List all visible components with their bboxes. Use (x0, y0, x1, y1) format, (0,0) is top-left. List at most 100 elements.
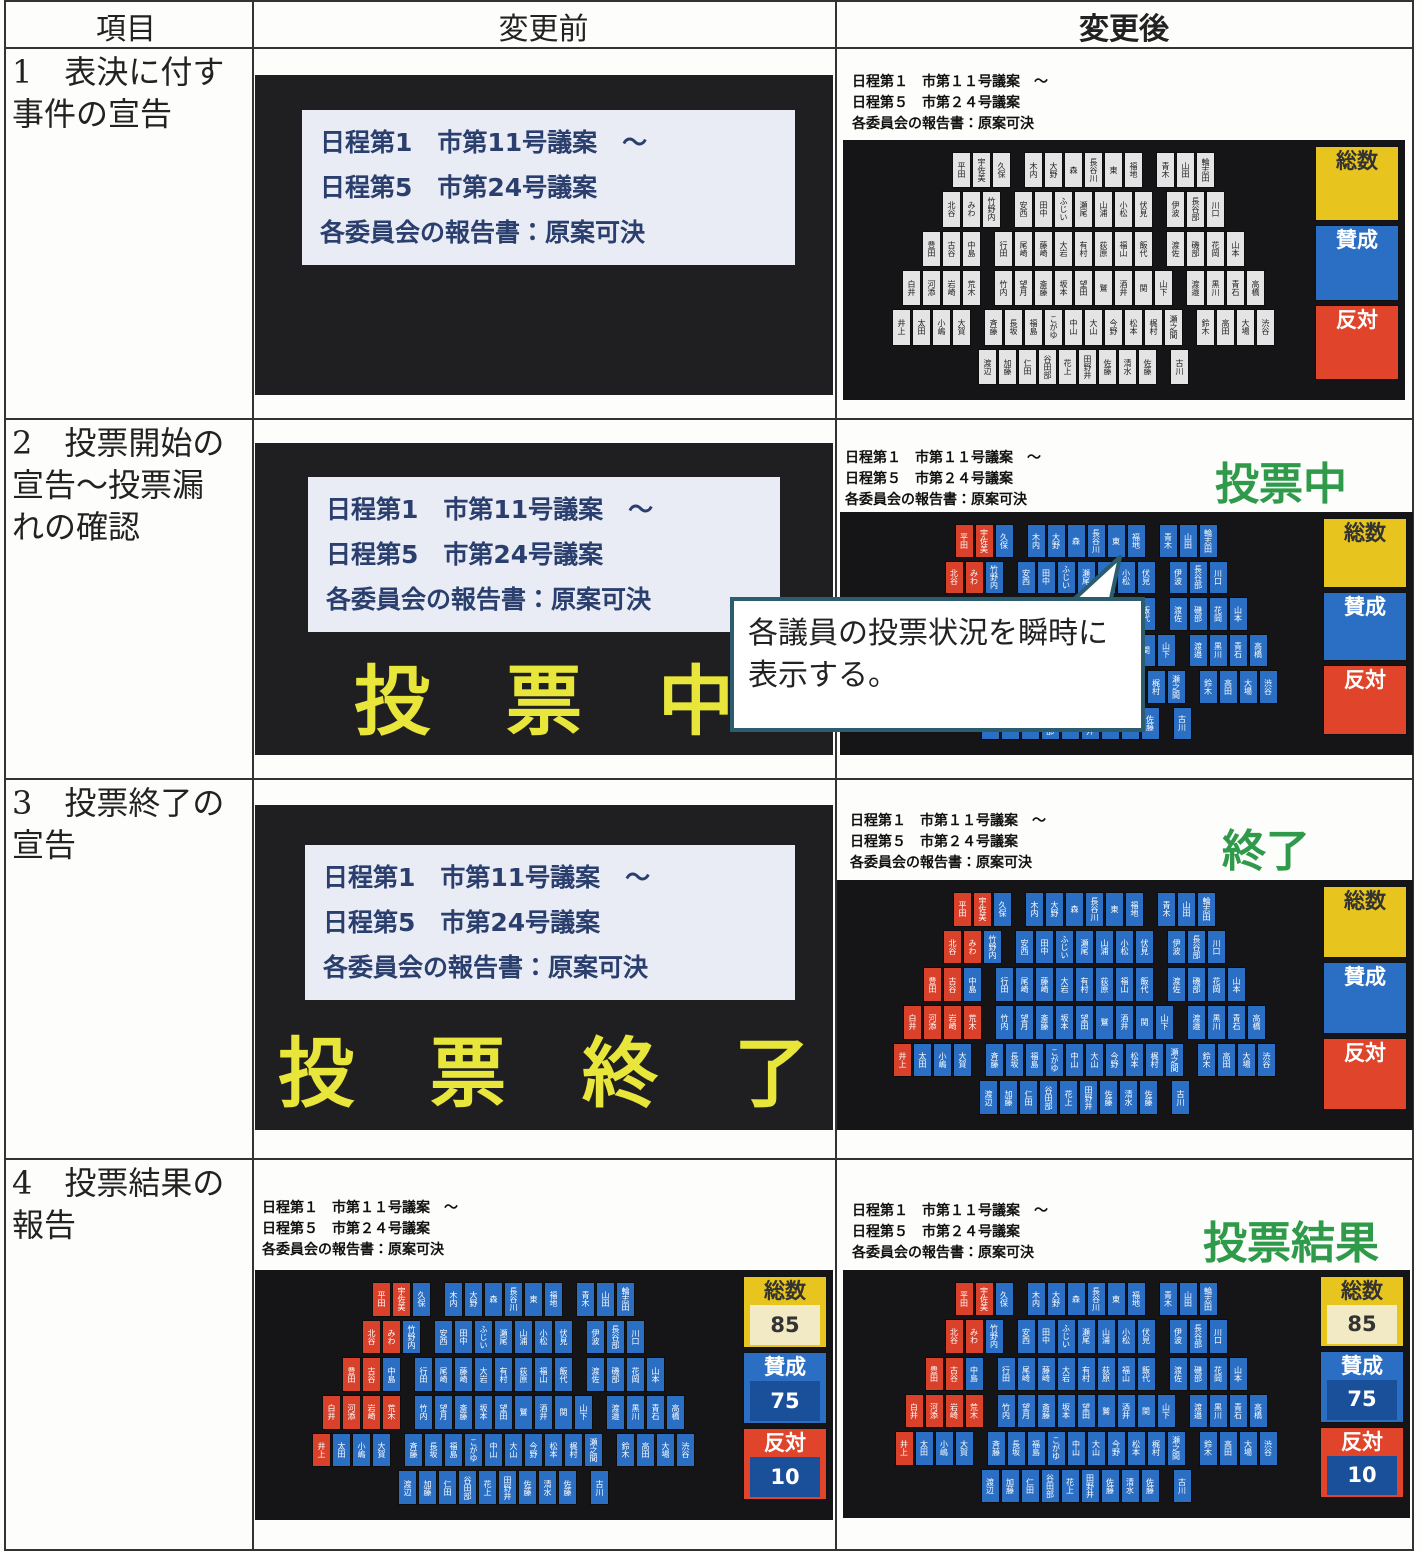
seat: 斉藤 (985, 1042, 1004, 1078)
seat: 大山 (1086, 1431, 1106, 1466)
item-label: 2 投票開始の 宣告～投票漏 れの確認 (12, 422, 224, 548)
seat: 中山 (1065, 1042, 1084, 1078)
total-box: 賛成 75 (1320, 1351, 1404, 1423)
seat: 大野 (1045, 892, 1064, 927)
seat: 山田 (1177, 892, 1196, 927)
seat: 田野井 (1079, 1080, 1098, 1115)
seat: 太田 (913, 1042, 932, 1078)
seat: 宇佐美 (974, 1282, 994, 1317)
seat: 瀬之間 (1165, 1042, 1184, 1078)
seat: 田野井 (498, 1470, 517, 1505)
seat: 川口 (626, 1319, 645, 1355)
agenda-line: 日程第1 市第11号議案 ～ (320, 128, 648, 157)
seat: 豊田 (342, 1357, 361, 1392)
seat: 小嶋 (934, 1431, 954, 1466)
seat: 中島 (964, 1356, 984, 1391)
table-rule (4, 418, 1414, 420)
seat: 青木 (1156, 152, 1175, 189)
seat: 今野 (1104, 309, 1123, 346)
seat: 坂本 (474, 1395, 493, 1430)
vote-status: 終了 (1222, 826, 1310, 877)
seat: 輪志田 (1198, 1282, 1218, 1317)
seat: 鷲 (1096, 1394, 1116, 1429)
seat: 竹内 (996, 1394, 1016, 1429)
seat: 白井 (903, 1005, 922, 1040)
seat: ふじい (474, 1319, 493, 1355)
seat: 豊田 (924, 1356, 944, 1391)
total-label: 賛成 (1316, 226, 1398, 255)
seat: 森 (1066, 1282, 1086, 1317)
seat: 花岡 (626, 1357, 645, 1392)
seat: 望田 (1075, 1005, 1094, 1040)
header-item: 項目 (96, 12, 156, 47)
total-label: 反対 (744, 1429, 826, 1457)
seat: 渡邉 (1188, 633, 1208, 667)
seat: 久保 (993, 892, 1012, 927)
seat: こがゆ (1045, 1042, 1064, 1078)
seat: 磯部 (1186, 230, 1205, 267)
seat: 荒木 (382, 1395, 401, 1430)
seat: 渋谷 (1256, 309, 1275, 346)
seat: 久保 (994, 524, 1014, 558)
seat: 田野井 (1078, 348, 1097, 385)
seat: 白井 (904, 1394, 924, 1429)
seat: 田中 (1034, 191, 1053, 228)
seat: 今野 (1105, 1042, 1124, 1078)
seat: 磯部 (1187, 967, 1206, 1002)
seat: 斎藤 (1036, 1394, 1056, 1429)
seat: 渋谷 (1257, 1042, 1276, 1078)
seat: 大岩 (1056, 1356, 1076, 1391)
seat: 山本 (1226, 230, 1245, 267)
seat: 今野 (524, 1432, 543, 1468)
seat: 田中 (454, 1319, 473, 1355)
seat: 高橋 (1248, 1394, 1268, 1429)
seat: 谷田部 (1040, 1468, 1060, 1503)
seat: 藤崎 (1034, 230, 1053, 267)
agenda-line: 日程第５ 市第２４号議案 (852, 95, 1020, 111)
seat: 渡辺 (980, 1468, 1000, 1503)
seat: 古川 (1172, 1468, 1192, 1503)
seat: 尾崎 (434, 1357, 453, 1392)
seat: 福山 (534, 1357, 553, 1392)
seat: 清水 (1118, 348, 1137, 385)
agenda-box: 日程第1 市第11号議案 ～ 日程第5 市第24号議案 各委員会の報告書：原案可決 (308, 477, 780, 632)
seat: 青木 (1158, 1282, 1178, 1317)
seat: 松本 (1124, 309, 1143, 346)
seat: 荻原 (1095, 967, 1114, 1002)
seat: 竹内 (994, 270, 1013, 307)
seat: ふじい (1056, 1319, 1076, 1354)
table-rule (4, 1158, 1414, 1160)
seat: 渡邉 (606, 1395, 625, 1430)
seat: 岩崎 (943, 1005, 962, 1040)
seat: 渡邉 (1188, 1394, 1208, 1429)
seat: 古川 (1170, 348, 1189, 385)
seat: 瀬尾 (1076, 1319, 1096, 1354)
item-line: 4 投票結果の (12, 1164, 225, 1202)
seat: ふじい (1055, 929, 1074, 965)
seat: 伊波 (586, 1319, 605, 1355)
seat: 大岩 (1054, 230, 1073, 267)
seat: 荒木 (963, 1005, 982, 1040)
seat: 山本 (1228, 597, 1248, 631)
seat: 藤崎 (1036, 1356, 1056, 1391)
seat: 谷田部 (1038, 348, 1057, 385)
seat: 望田 (494, 1395, 513, 1430)
seat: 加藤 (1000, 1468, 1020, 1503)
seat: みわ (964, 560, 984, 594)
seat: 小嶋 (933, 1042, 952, 1078)
item-line: 宣告 (12, 826, 77, 864)
seat: 青木 (1157, 892, 1176, 927)
seat: 長谷川 (1086, 1282, 1106, 1317)
seat: 井上 (894, 1431, 914, 1466)
seat: 平田 (954, 1282, 974, 1317)
total-count: 75 (1327, 1380, 1397, 1420)
seat: 佐藤 (1138, 348, 1157, 385)
seat: 河添 (923, 1005, 942, 1040)
seat: 大山 (1085, 1042, 1104, 1078)
seat: 関 (1134, 270, 1153, 307)
seat: 伏見 (554, 1319, 573, 1355)
seat: 望月 (434, 1395, 453, 1430)
seat: 田中 (1036, 1319, 1056, 1354)
seat: 望月 (1016, 1394, 1036, 1429)
